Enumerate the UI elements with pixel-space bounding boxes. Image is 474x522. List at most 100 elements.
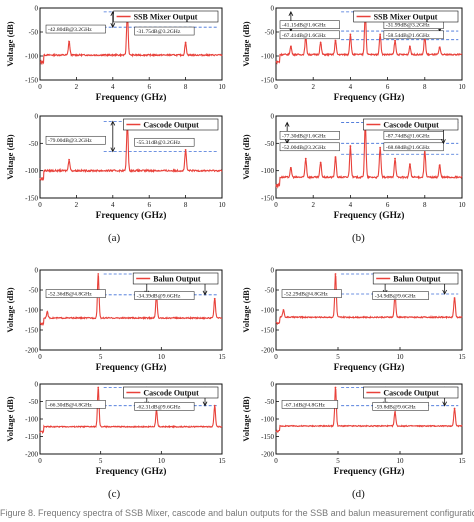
x-tick-label: 0 — [274, 83, 278, 91]
legend-label: Cascode Output — [143, 121, 199, 130]
x-tick-label: 8 — [423, 201, 427, 209]
y-tick-label: -150 — [261, 433, 274, 441]
x-tick-label: 2 — [75, 201, 79, 209]
x-tick-label: 2 — [311, 83, 315, 91]
annotation-box — [134, 137, 195, 147]
chart-d-bottom: 0 5 10 15 0 -50 -100 -150 -200 Frequency (GHz) Vol… — [240, 378, 470, 478]
y-tick-label: -50 — [265, 29, 275, 37]
legend-box — [372, 272, 459, 285]
spectrum-peak — [349, 33, 352, 36]
x-tick-label: 0 — [274, 457, 278, 465]
arrow-head — [110, 120, 116, 126]
x-tick-label: 2 — [311, 201, 315, 209]
annotation-text: -41.15dB@1.6GHz — [282, 23, 326, 29]
legend-label: Balun Output — [393, 275, 441, 284]
y-tick-label: -50 — [265, 398, 275, 406]
annotation-text: -31.99dB@3.2GHz — [386, 23, 430, 29]
y-tick-label: 0 — [271, 381, 275, 389]
chart-d-top: 0 5 10 15 0 -50 -100 -150 -200 Frequency (GHz) Vol… — [240, 264, 470, 374]
x-axis-label: Frequency (GHz) — [334, 210, 405, 221]
chart-b-top: 0 2 4 6 8 10 0 -50 -100 -150 Frequency (GHz) Voltag… — [240, 2, 470, 104]
legend-box — [123, 386, 219, 399]
x-axis-label: Frequency (GHz) — [96, 92, 167, 103]
annotation-box — [134, 26, 195, 36]
y-tick-label: -100 — [261, 53, 274, 61]
y-axis-label: Voltage (dB) — [5, 396, 15, 441]
y-axis-label: Voltage (dB) — [5, 134, 15, 179]
x-tick-label: 8 — [184, 83, 188, 91]
plot-frame — [275, 7, 463, 81]
legend-label: Cascode Output — [383, 121, 439, 130]
arrow-head — [202, 401, 208, 407]
annotation-box — [281, 400, 339, 409]
y-axis-label: Voltage (dB) — [5, 21, 15, 66]
arrow-head — [288, 10, 294, 17]
spectrum-peak — [349, 145, 352, 147]
annotation-box — [134, 402, 195, 411]
annotation-text: -55.31dB@3.2GHz — [137, 140, 181, 146]
x-tick-label: 0 — [38, 353, 42, 361]
spectrum-peak — [97, 386, 100, 389]
annotation-text: -62.31dB@9.6GHz — [137, 404, 181, 410]
spectrum-peak — [184, 148, 187, 151]
y-tick-label: -150 — [25, 195, 38, 203]
y-tick-label: -150 — [261, 77, 274, 85]
x-axis-label: Frequency (GHz) — [96, 466, 167, 477]
plot-frame — [39, 7, 223, 81]
spectrum-peak — [453, 297, 456, 299]
y-tick-label: -100 — [25, 416, 38, 424]
legend-box — [363, 118, 459, 131]
legend-box — [363, 386, 459, 399]
subfigure-label-a: (a) — [108, 232, 121, 244]
spectrum-peak — [289, 45, 292, 48]
spectrum-peak — [334, 156, 337, 158]
arrow-head — [284, 121, 290, 127]
legend-label: Cascode Output — [383, 389, 439, 398]
x-tick-label: 10 — [158, 353, 166, 361]
chart-a-bottom: 0 2 4 6 8 10 0 -50 -100 -150 Frequency (GHz) Voltag… — [4, 110, 230, 222]
plot-frame — [39, 115, 223, 199]
y-tick-label: -200 — [25, 451, 38, 459]
x-tick-label: 4 — [349, 201, 353, 209]
x-tick-label: 10 — [459, 201, 467, 209]
spectrum-trace — [275, 123, 463, 189]
annotation-text: -34.39dB@9.6GHz — [137, 294, 181, 300]
spectrum-peak — [282, 309, 285, 311]
y-axis-label: Voltage (dB) — [241, 21, 251, 66]
x-tick-label: 4 — [111, 201, 115, 209]
y-axis-label: Voltage (dB) — [5, 287, 15, 332]
annotation-text: -67.41dB@1.6GHz — [282, 33, 326, 39]
x-tick-label: 8 — [423, 83, 427, 91]
y-tick-label: -50 — [265, 287, 275, 295]
annotation-text: -31.75dB@3.2GHz — [137, 29, 181, 35]
y-tick-label: -200 — [261, 347, 274, 355]
spectrum-trace — [275, 13, 463, 65]
spectrum-peak — [394, 411, 396, 413]
annotation-box — [383, 142, 444, 152]
annotation-text: -52.29dB@4.8GHz — [284, 292, 328, 298]
y-tick-label: 0 — [35, 113, 39, 121]
x-tick-label: 15 — [219, 457, 227, 465]
x-tick-label: 10 — [219, 201, 227, 209]
subfigure-label-c: (c) — [108, 488, 121, 500]
x-axis-label: Frequency (GHz) — [96, 210, 167, 221]
spectrum-trace — [39, 12, 223, 66]
x-tick-label: 6 — [147, 201, 151, 209]
x-tick-label: 0 — [274, 201, 278, 209]
chart-c-bottom: 0 5 10 15 0 -50 -100 -150 -200 Frequency (GHz) Vol… — [4, 378, 230, 478]
annotation-box — [45, 400, 106, 409]
x-tick-label: 6 — [147, 83, 151, 91]
arrow-head — [202, 290, 208, 296]
x-axis-label: Frequency (GHz) — [334, 362, 405, 373]
subfigure-label-b: (b) — [352, 232, 365, 244]
legend-box — [113, 10, 219, 23]
x-tick-label: 5 — [336, 353, 340, 361]
spectrum-peak — [438, 164, 441, 167]
x-axis-label: Frequency (GHz) — [334, 92, 405, 103]
arrow-head — [442, 401, 447, 407]
x-tick-label: 0 — [38, 201, 42, 209]
annotation-text: -58.54dB@1.6GHz — [386, 33, 430, 39]
y-tick-label: 0 — [271, 267, 275, 275]
y-tick-label: 0 — [35, 5, 39, 13]
y-tick-label: -100 — [25, 307, 38, 315]
